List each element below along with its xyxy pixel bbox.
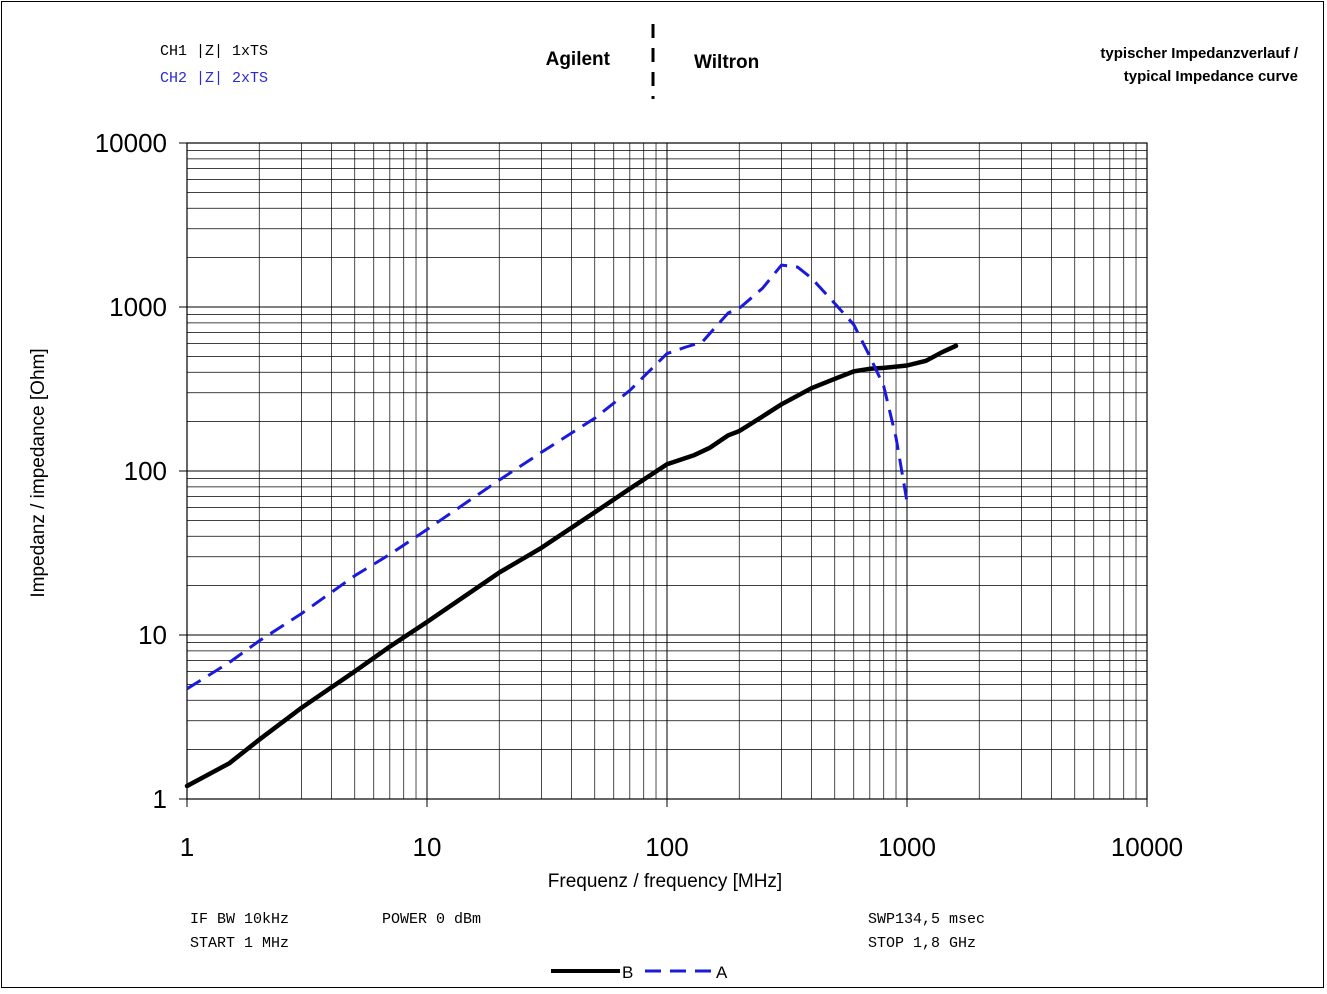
power-text: POWER 0 dBm (382, 911, 481, 928)
if-bw-text: IF BW 10kHz (190, 911, 289, 928)
legend-label-b: B (622, 963, 633, 982)
series-lines (184, 263, 959, 789)
axes (179, 142, 1148, 807)
legend: B A (551, 963, 728, 982)
x-axis-title: Frequenz / frequency [MHz] (548, 871, 782, 892)
chart-title-line1: typischer Impedanzverlauf / (1100, 45, 1298, 62)
y-tick-label: 100 (124, 456, 167, 486)
grid-lines (186, 143, 1147, 800)
ch2-label: CH2 |Z| 2xTS (160, 70, 268, 87)
x-tick-label: 1 (180, 832, 194, 862)
legend-label-a: A (716, 963, 728, 982)
start-text: START 1 MHz (190, 935, 289, 952)
y-tick-label: 1 (153, 784, 167, 814)
y-tick-label: 10000 (95, 128, 167, 158)
x-tick-label: 10 (413, 832, 442, 862)
agilent-label: Agilent (546, 49, 611, 70)
y-tick-label: 10 (138, 620, 167, 650)
chart-title-line2: typical Impedance curve (1124, 68, 1298, 85)
wiltron-label: Wiltron (694, 52, 759, 73)
sweep-text: SWP134,5 msec (868, 911, 985, 928)
x-tick-label: 100 (645, 832, 688, 862)
ch1-label: CH1 |Z| 1xTS (160, 43, 268, 60)
tick-labels: 1 10 100 1000 10000 1 10 100 1000 10000 (95, 128, 1183, 862)
stop-text: STOP 1,8 GHz (868, 935, 976, 952)
y-tick-label: 1000 (109, 292, 167, 322)
series-line-a (186, 263, 909, 691)
y-axis-title: Impedanz / impedance [Ohm] (28, 348, 49, 597)
x-tick-label: 10000 (1111, 832, 1183, 862)
series-line-b (184, 343, 959, 789)
x-tick-label: 1000 (878, 832, 936, 862)
